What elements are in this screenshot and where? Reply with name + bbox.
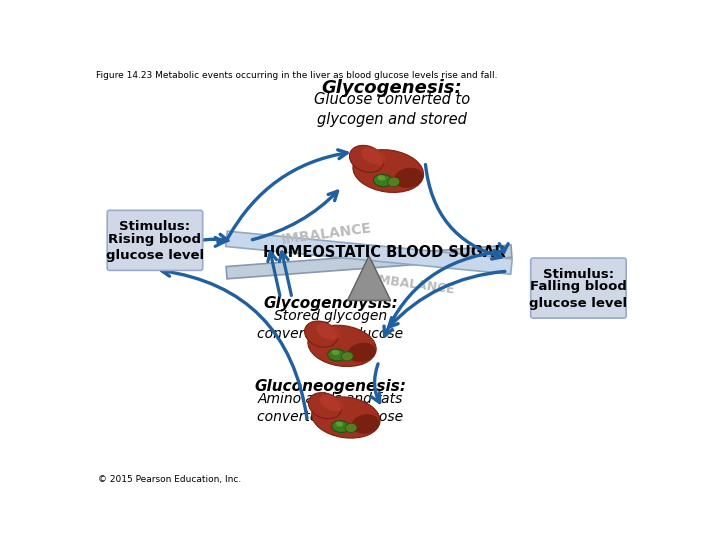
Ellipse shape [336, 421, 343, 427]
Ellipse shape [361, 147, 385, 165]
FancyArrowPatch shape [279, 252, 292, 295]
Text: Amino acids and fats
converted to glucose: Amino acids and fats converted to glucos… [258, 392, 404, 424]
FancyArrowPatch shape [389, 272, 505, 327]
Polygon shape [348, 256, 390, 300]
Text: HOMEOSTATIC BLOOD SUGAR: HOMEOSTATIC BLOOD SUGAR [263, 245, 505, 260]
Ellipse shape [332, 350, 339, 355]
Ellipse shape [349, 145, 384, 172]
Text: IMBALANCE: IMBALANCE [374, 273, 456, 297]
FancyArrowPatch shape [372, 364, 379, 402]
FancyArrowPatch shape [252, 191, 338, 240]
Polygon shape [226, 245, 512, 279]
Ellipse shape [346, 423, 357, 433]
Text: Glucose converted to
glycogen and stored: Glucose converted to glycogen and stored [314, 92, 470, 127]
Ellipse shape [374, 174, 392, 187]
Ellipse shape [395, 168, 423, 187]
Ellipse shape [331, 421, 350, 433]
FancyArrowPatch shape [203, 234, 228, 243]
Text: Stimulus:: Stimulus: [120, 220, 191, 233]
FancyArrowPatch shape [384, 252, 501, 336]
Ellipse shape [316, 323, 339, 340]
FancyArrowPatch shape [499, 244, 508, 253]
FancyArrowPatch shape [215, 238, 224, 246]
Ellipse shape [305, 321, 338, 347]
Ellipse shape [348, 343, 375, 362]
Ellipse shape [308, 325, 376, 367]
Text: Gluconeogenesis:: Gluconeogenesis: [254, 379, 407, 394]
Text: Glycogenesis:: Glycogenesis: [322, 79, 462, 97]
Ellipse shape [377, 175, 385, 180]
Text: Falling blood
glucose level: Falling blood glucose level [529, 280, 628, 310]
FancyArrowPatch shape [268, 252, 280, 295]
Text: Stored glycogen
converted to glucose: Stored glycogen converted to glucose [258, 309, 404, 341]
Text: Figure 14.23 Metabolic events occurring in the liver as blood glucose levels ris: Figure 14.23 Metabolic events occurring … [96, 71, 497, 80]
Ellipse shape [312, 397, 380, 438]
Ellipse shape [308, 393, 341, 418]
Text: Rising blood
glucose level: Rising blood glucose level [106, 233, 204, 262]
FancyArrowPatch shape [426, 165, 501, 259]
Polygon shape [226, 231, 512, 274]
FancyArrowPatch shape [161, 267, 307, 418]
Text: © 2015 Pearson Education, Inc.: © 2015 Pearson Education, Inc. [98, 475, 241, 484]
Ellipse shape [352, 415, 379, 433]
Text: Stimulus:: Stimulus: [543, 268, 614, 281]
FancyArrowPatch shape [228, 150, 347, 238]
Text: IMBALANCE: IMBALANCE [281, 221, 373, 247]
Ellipse shape [387, 177, 400, 187]
Ellipse shape [353, 150, 423, 192]
Ellipse shape [320, 395, 343, 411]
Ellipse shape [328, 349, 346, 361]
Text: Glycogenolysis:: Glycogenolysis: [263, 296, 398, 311]
FancyBboxPatch shape [107, 211, 203, 271]
FancyBboxPatch shape [531, 258, 626, 318]
Ellipse shape [341, 352, 354, 361]
